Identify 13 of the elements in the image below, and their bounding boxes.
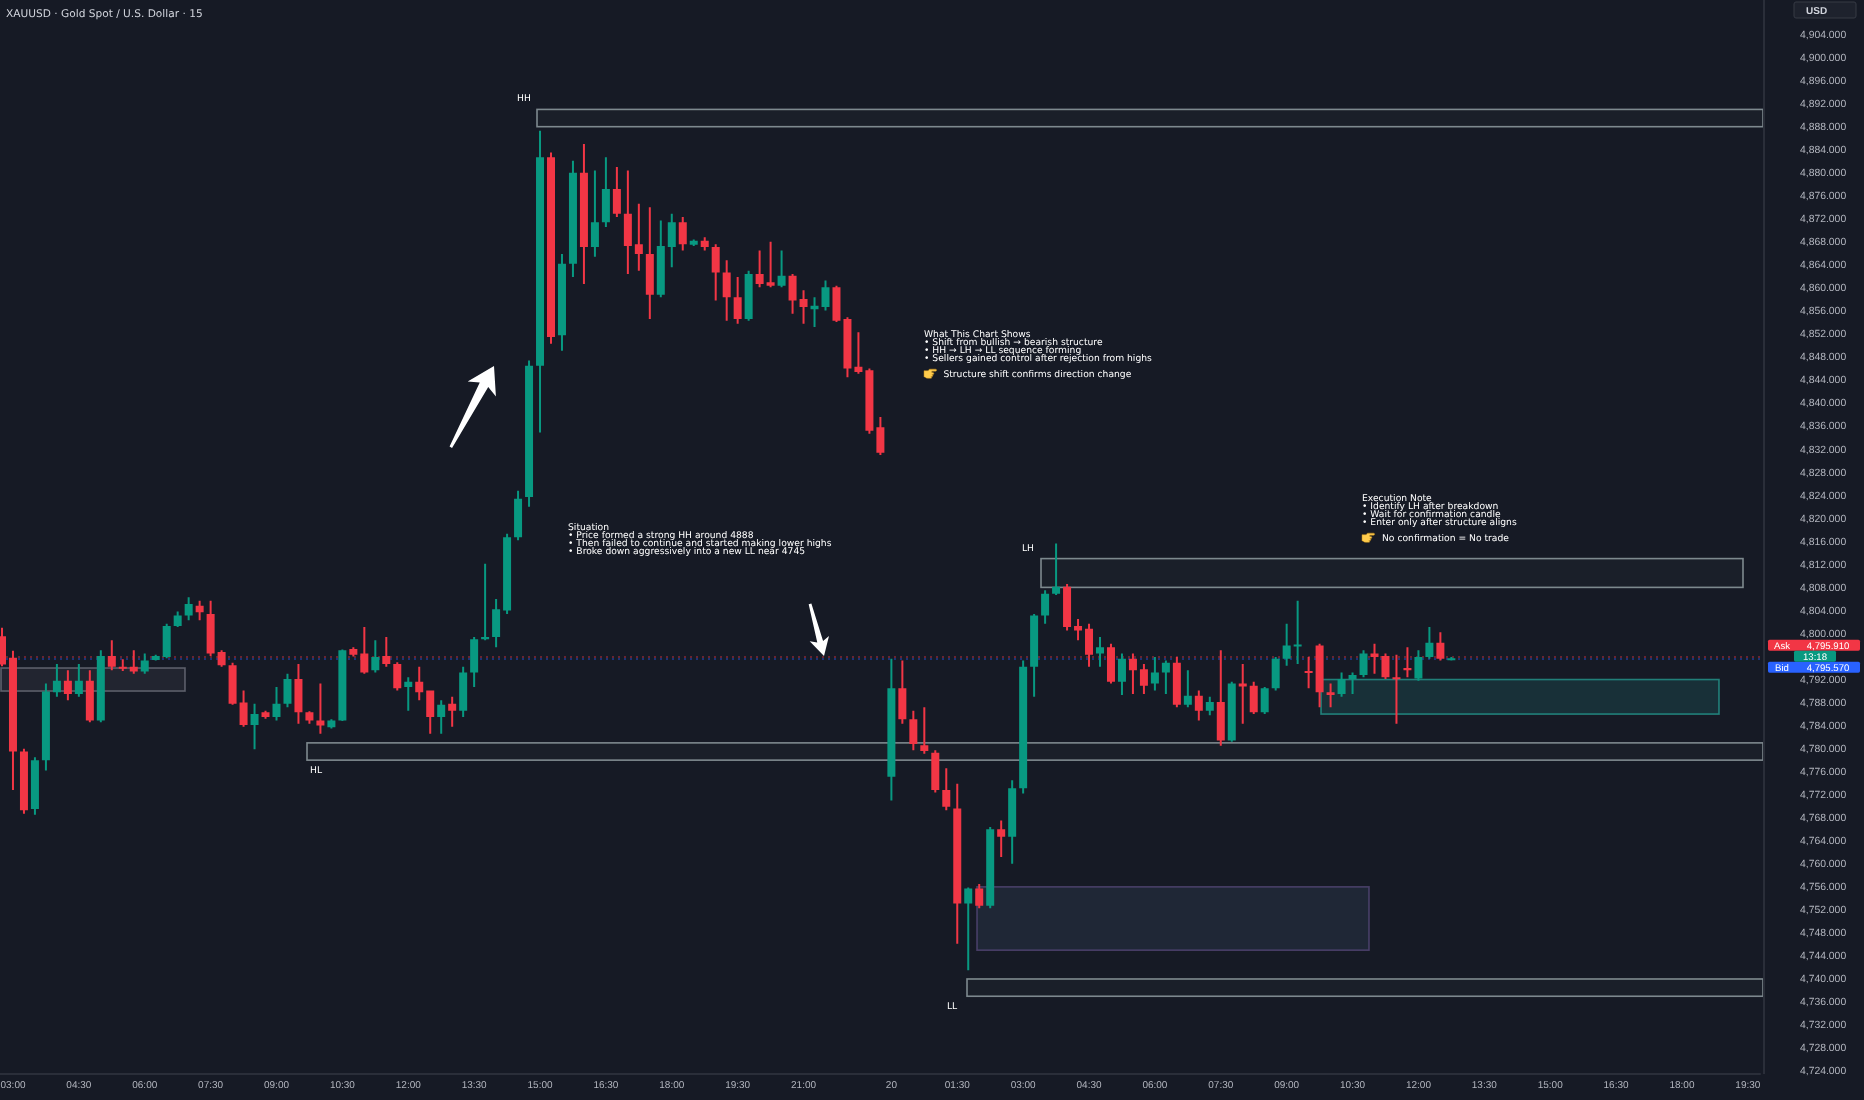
candlestick — [1326, 683, 1335, 708]
candlestick — [1238, 663, 1247, 724]
candlestick — [481, 563, 490, 641]
candlestick — [1293, 600, 1302, 664]
candlestick — [920, 707, 929, 754]
candlestick — [1392, 654, 1401, 724]
candlestick — [1052, 543, 1061, 595]
candlestick — [1403, 647, 1412, 678]
candlestick — [316, 683, 325, 734]
candlestick — [997, 820, 1006, 857]
candlestick — [1096, 636, 1104, 667]
candlestick — [964, 887, 973, 971]
candlestick — [404, 677, 413, 711]
